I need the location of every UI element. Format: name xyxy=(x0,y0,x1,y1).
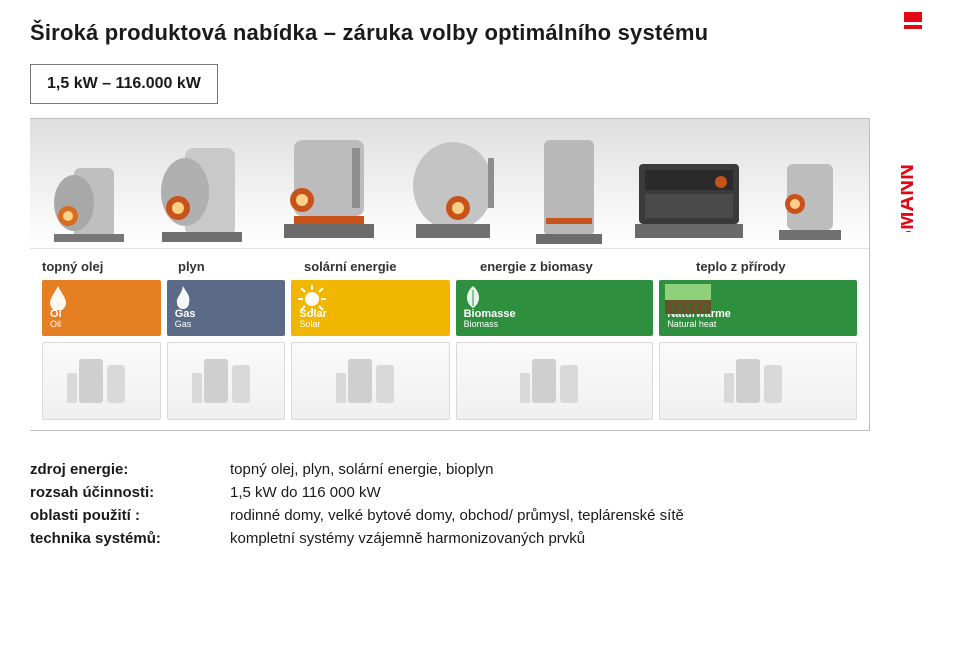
fuel-label-row: topný olej plyn solární energie energie … xyxy=(30,249,869,280)
category-tile-natural: NaturwärmeNatural heat xyxy=(659,280,857,336)
tile-row: ÖlOilGasGasSolarSolarBiomasseBiomassNatu… xyxy=(42,280,857,336)
brand-wordmark: VIESMANN xyxy=(901,164,918,232)
category-tile-oil: ÖlOil xyxy=(42,280,161,336)
brand-logo: VIESMANN xyxy=(888,0,938,656)
category-tile-biomass: BiomasseBiomass xyxy=(456,280,654,336)
fuel-label-biomass: energie z biomasy xyxy=(480,259,670,274)
category-tile-gas: GasGas xyxy=(167,280,286,336)
category-tile-solar: SolarSolar xyxy=(291,280,449,336)
tile-subtitle: Gas xyxy=(175,320,278,330)
product-photo-strip xyxy=(30,119,869,249)
sun-icon xyxy=(297,284,327,317)
tile-subtitle: Biomass xyxy=(464,320,646,330)
spec-key: technika systémů: xyxy=(30,530,230,547)
boiler-unit xyxy=(522,130,616,248)
spec-row: rozsah účinnosti: 1,5 kW do 116 000 kW xyxy=(30,484,870,501)
boiler-unit xyxy=(629,130,749,248)
drop-icon xyxy=(48,284,68,313)
spec-value: rodinné domy, velké bytové domy, obchod/… xyxy=(230,507,870,524)
product-figure: topný olej plyn solární energie energie … xyxy=(30,118,870,431)
spec-key: zdroj energie: xyxy=(30,461,230,478)
mini-product-strip xyxy=(30,336,869,430)
spec-row: oblasti použití : rodinné domy, velké by… xyxy=(30,507,870,524)
product-thumbnail xyxy=(291,342,449,420)
boiler-row xyxy=(30,119,869,248)
page-title: Široká produktová nabídka – záruka volby… xyxy=(30,20,870,46)
spec-value: 1,5 kW do 116 000 kW xyxy=(230,484,870,501)
tile-subtitle: Solar xyxy=(299,320,441,330)
boiler-unit xyxy=(763,136,857,248)
spec-row: technika systémů: kompletní systémy vzáj… xyxy=(30,530,870,547)
flame-icon xyxy=(173,284,193,313)
tile-subtitle: Oil xyxy=(50,320,153,330)
viessmann-logo-icon: VIESMANN xyxy=(901,12,925,232)
category-tiles: ÖlOilGasGasSolarSolarBiomasseBiomassNatu… xyxy=(30,280,869,336)
product-thumbnail xyxy=(456,342,654,420)
spec-list: zdroj energie: topný olej, plyn, solární… xyxy=(30,461,870,547)
fuel-label-natural: teplo z přírody xyxy=(696,259,856,274)
product-thumbnail xyxy=(42,342,161,420)
power-range-box: 1,5 kW – 116.000 kW xyxy=(30,64,218,104)
boiler-unit xyxy=(150,128,250,248)
tile-subtitle: Natural heat xyxy=(667,320,849,330)
field-icon xyxy=(665,284,711,317)
spec-row: zdroj energie: topný olej, plyn, solární… xyxy=(30,461,870,478)
boiler-unit xyxy=(264,126,384,248)
boiler-unit xyxy=(42,138,136,248)
spec-key: rozsah účinnosti: xyxy=(30,484,230,501)
fuel-label-solar: solární energie xyxy=(304,259,454,274)
spec-value: kompletní systémy vzájemně harmonizovaný… xyxy=(230,530,870,547)
product-thumbnail xyxy=(659,342,857,420)
product-thumbnail xyxy=(167,342,286,420)
boiler-unit xyxy=(398,128,508,248)
slide: VIESMANN Široká produktová nabídka – zár… xyxy=(0,0,960,656)
fuel-label-oil: topný olej xyxy=(42,259,152,274)
spec-key: oblasti použití : xyxy=(30,507,230,524)
leaf-icon xyxy=(462,284,484,313)
fuel-label-gas: plyn xyxy=(178,259,278,274)
spec-value: topný olej, plyn, solární energie, biopl… xyxy=(230,461,870,478)
